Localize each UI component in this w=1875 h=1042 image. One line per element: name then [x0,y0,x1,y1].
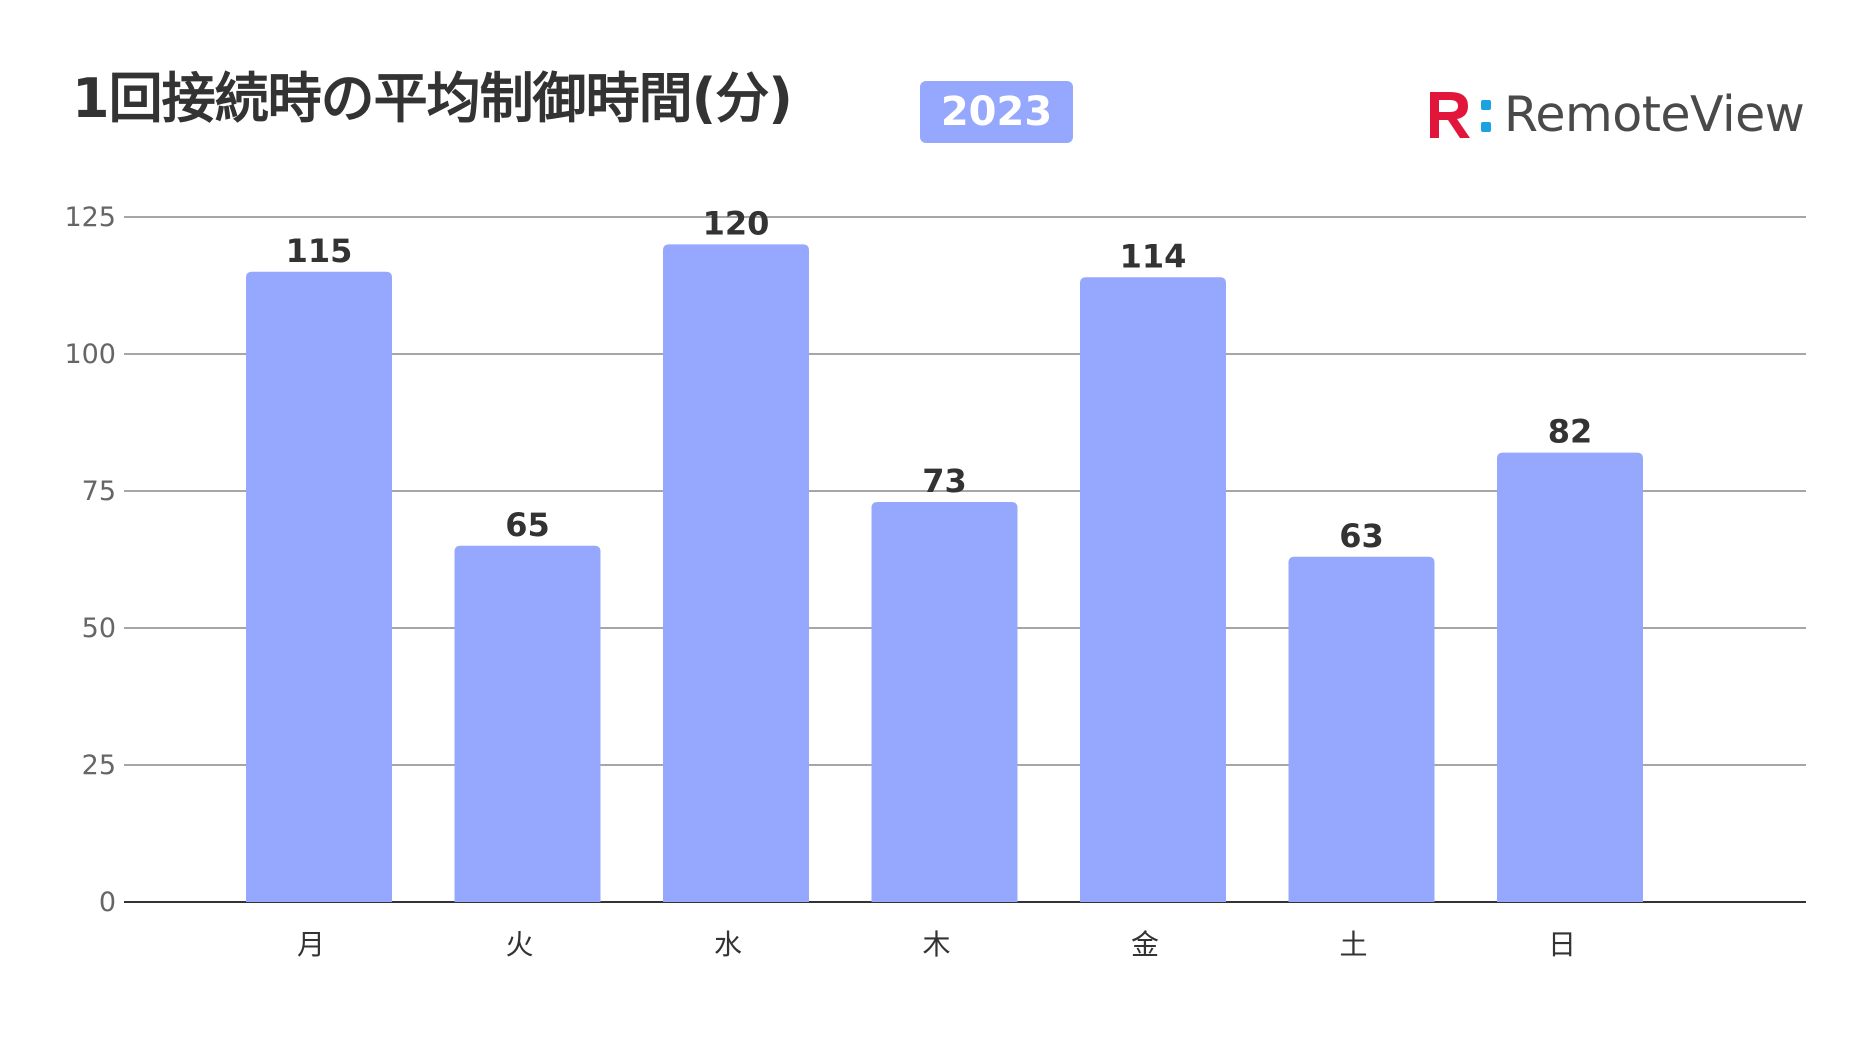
bar-月 [246,271,392,902]
data-label: 63 [1339,517,1384,555]
y-tick-label: 25 [82,750,116,781]
x-tick-label: 日 [1548,928,1576,961]
x-tick-label: 水 [714,928,742,961]
y-tick-label: 75 [82,476,116,507]
bar-水 [663,244,809,902]
data-label: 115 [286,232,353,270]
x-tick-label: 金 [1131,928,1159,961]
chart-title: 1回接続時の平均制御時間(分) [72,67,793,130]
y-tick-label: 125 [64,202,116,233]
data-label: 82 [1548,413,1593,451]
bar-土 [1288,556,1435,902]
bar-日 [1497,452,1643,902]
data-label: 73 [922,462,967,500]
y-tick-label: 0 [99,887,116,918]
x-tick-label: 土 [1339,928,1367,961]
y-tick-label: 100 [64,339,116,370]
bar-火 [454,545,601,902]
logo-text: RemoteView [1504,85,1805,143]
x-tick-label: 火 [505,928,533,961]
y-tick-label: 50 [82,613,116,644]
bar-木 [871,501,1018,902]
year-badge: 2023 [920,81,1073,143]
x-tick-label: 木 [922,928,950,961]
data-label: 114 [1120,237,1187,275]
data-label: 65 [505,506,550,544]
bar-金 [1080,277,1226,902]
x-tick-label: 月 [297,928,325,961]
remoteview-r-icon [1430,92,1491,138]
data-label: 120 [703,204,770,242]
remoteview-logo: RemoteView [1426,85,1805,143]
